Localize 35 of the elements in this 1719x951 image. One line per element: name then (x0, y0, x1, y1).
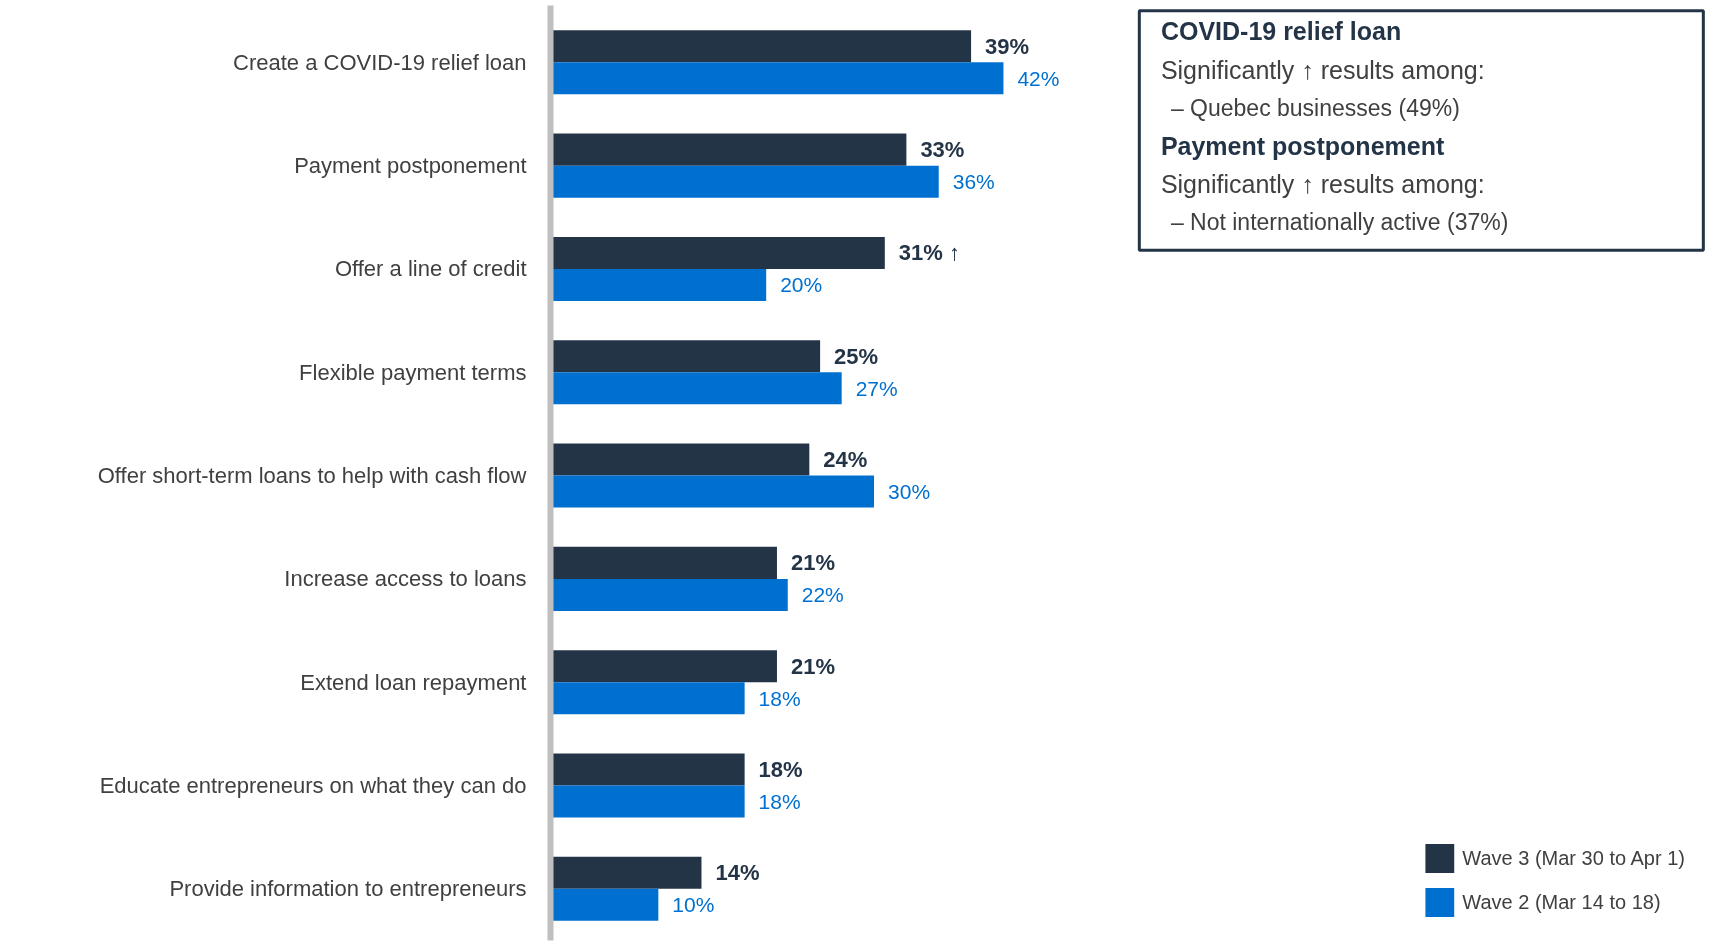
text: – Not internationally active (37%) (1170, 209, 1509, 236)
data-label: 21% (790, 653, 836, 679)
text: COVID-19 relief loan (1160, 17, 1402, 46)
text: Significantly ↑ results among: (1160, 55, 1485, 84)
y-tick-label: Increase access to loans (284, 566, 527, 592)
y-tick-label: Offer short-term loans to help with cash flow (97, 463, 527, 489)
y-tick-label: Offer a line of credit (334, 256, 527, 282)
legend-label: Wave 2 (Mar 14 to 18) (1462, 890, 1661, 914)
data-label: 18% (758, 790, 801, 814)
data-label: 14% (715, 860, 760, 886)
data-label: 10% (672, 893, 715, 917)
data-label: 21% (790, 550, 836, 576)
text: Significantly ↑ results among: (1160, 170, 1485, 199)
data-label: 25% (834, 343, 879, 369)
text: Payment postponement (1160, 132, 1445, 161)
data-label: 24% (823, 447, 868, 473)
y-tick-label: Flexible payment terms (299, 359, 527, 385)
data-label: 18% (758, 757, 803, 783)
y-tick-label: Educate entrepreneurs on what they can do (99, 773, 527, 799)
data-label: 33% (920, 137, 965, 163)
text: – Quebec businesses (49%) (1170, 94, 1460, 121)
legend-label: Wave 3 (Mar 30 to Apr 1) (1462, 846, 1685, 870)
y-tick-label: Create a COVID-19 relief loan (233, 49, 527, 75)
data-label: 42% (1017, 66, 1060, 90)
data-label: 27% (855, 376, 898, 400)
data-label: 36% (952, 170, 995, 194)
y-tick-label: Payment postponement (294, 153, 527, 179)
data-label: 18% (758, 686, 801, 710)
data-label: 31% ↑ (898, 240, 960, 266)
y-tick-label: Provide information to entrepreneurs (169, 876, 527, 902)
data-label: 39% (985, 33, 1030, 59)
data-label: 30% (888, 480, 931, 504)
data-label: 20% (780, 273, 823, 297)
y-tick-label: Extend loan repayment (300, 669, 527, 695)
data-label: 22% (801, 583, 844, 607)
